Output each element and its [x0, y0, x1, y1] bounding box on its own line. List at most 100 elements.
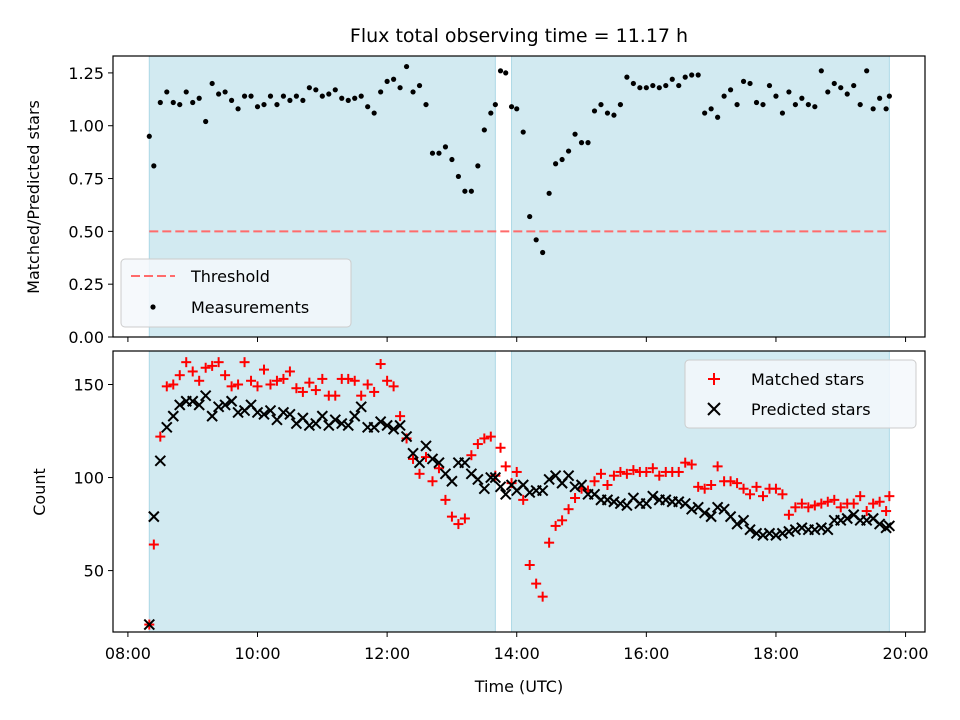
- y-tick-label: 0.50: [68, 222, 104, 241]
- measurement-point: [715, 114, 721, 120]
- measurement-point: [864, 68, 870, 74]
- predicted-point: [744, 523, 756, 536]
- measurement-point: [468, 188, 474, 194]
- predicted-point: [446, 475, 458, 487]
- y-tick-label: 0.25: [68, 275, 104, 294]
- predicted-point: [420, 440, 432, 452]
- matched-point: [472, 439, 483, 450]
- measurement-point: [164, 89, 170, 95]
- predicted-point: [381, 419, 393, 432]
- matched-point: [790, 502, 801, 513]
- measurement-point: [553, 161, 559, 167]
- matched-point: [479, 433, 490, 444]
- matched-point: [855, 491, 866, 502]
- matched-point: [233, 379, 244, 390]
- predicted-point: [770, 529, 782, 541]
- measurement-point: [410, 89, 416, 95]
- measurement-point: [886, 93, 892, 99]
- measurement-point: [799, 95, 805, 101]
- predicted-point: [206, 410, 218, 422]
- measurement-point: [423, 101, 429, 108]
- measurement-point: [831, 80, 837, 87]
- measurement-point: [151, 163, 157, 169]
- predicted-point: [783, 525, 795, 538]
- matched-point: [388, 381, 399, 392]
- measurement-point: [572, 131, 578, 137]
- x-tick-label: 12:00: [364, 644, 410, 663]
- matched-point: [271, 375, 282, 386]
- measurement-point: [514, 106, 520, 112]
- measurement-point: [630, 80, 636, 87]
- measurement-point: [598, 101, 604, 108]
- measurement-point: [358, 93, 364, 99]
- measurement-point: [332, 87, 338, 93]
- measurement-point: [870, 106, 876, 112]
- matched-point: [181, 357, 192, 368]
- x-tick-label: 10:00: [234, 644, 280, 663]
- legend-predicted-swatch: [707, 402, 721, 416]
- measurement-point: [753, 99, 760, 106]
- measurement-point: [157, 99, 163, 106]
- predicted-point: [562, 469, 575, 482]
- measurement-point: [727, 87, 734, 93]
- predicted-point: [349, 410, 361, 422]
- matched-point: [284, 366, 295, 377]
- predicted-point: [601, 494, 614, 506]
- measurement-point: [559, 156, 565, 163]
- measurement-point: [146, 133, 152, 139]
- measurement-point: [565, 148, 572, 154]
- measurement-point: [293, 93, 299, 99]
- matched-point: [654, 470, 665, 481]
- observing-window-1: [511, 55, 890, 338]
- matched-point: [453, 519, 464, 530]
- x-tick-label: 18:00: [753, 644, 799, 663]
- predicted-point: [167, 410, 179, 422]
- predicted-star-points: [143, 389, 896, 631]
- matched-point: [252, 381, 263, 392]
- observing-window-0: [148, 350, 496, 633]
- matched-point: [401, 433, 412, 444]
- predicted-point: [673, 496, 685, 508]
- matched-point: [757, 491, 768, 502]
- measurement-point: [578, 140, 585, 146]
- matched-point: [647, 463, 658, 474]
- matched-point: [414, 468, 425, 479]
- measurement-point: [689, 72, 695, 78]
- measurement-point: [216, 91, 222, 97]
- bottom-axes-frame: [112, 350, 926, 633]
- measurement-point: [851, 82, 857, 89]
- matched-point: [200, 362, 211, 373]
- predicted-point: [187, 395, 199, 407]
- matched-point: [155, 431, 166, 442]
- measurement-point: [533, 237, 539, 243]
- measurement-point: [241, 93, 248, 99]
- predicted-point: [407, 447, 419, 460]
- legend-threshold-label: Threshold: [190, 267, 270, 286]
- measurement-point: [196, 95, 202, 101]
- measurement-point: [721, 93, 727, 99]
- predicted-point: [835, 514, 847, 527]
- measurement-point: [650, 82, 656, 89]
- bottom-y-ticks: 50 100 150: [73, 375, 113, 581]
- predicted-point: [264, 404, 277, 417]
- bottom-legend-box: [684, 359, 917, 429]
- matched-point: [226, 381, 237, 392]
- predicted-point: [737, 514, 750, 527]
- matched-point: [511, 466, 522, 477]
- measurement-point: [792, 101, 798, 108]
- top-y-axis-label: Matched/Predicted stars: [24, 100, 43, 294]
- matched-point: [706, 479, 717, 490]
- matched-point: [589, 476, 600, 487]
- measurement-point: [274, 101, 280, 108]
- top-y-ticks: 0.00 0.25 0.50 0.75 1.00 1.25: [68, 64, 113, 347]
- predicted-point: [258, 408, 270, 420]
- measurement-point: [734, 101, 740, 108]
- predicted-point: [193, 399, 205, 411]
- matched-point: [738, 483, 749, 494]
- predicted-point: [148, 510, 160, 523]
- measurement-point: [365, 104, 371, 110]
- measurement-point: [475, 163, 481, 169]
- predicted-point: [413, 456, 426, 469]
- measurement-point: [492, 101, 498, 108]
- legend-matched-swatch: [708, 373, 720, 385]
